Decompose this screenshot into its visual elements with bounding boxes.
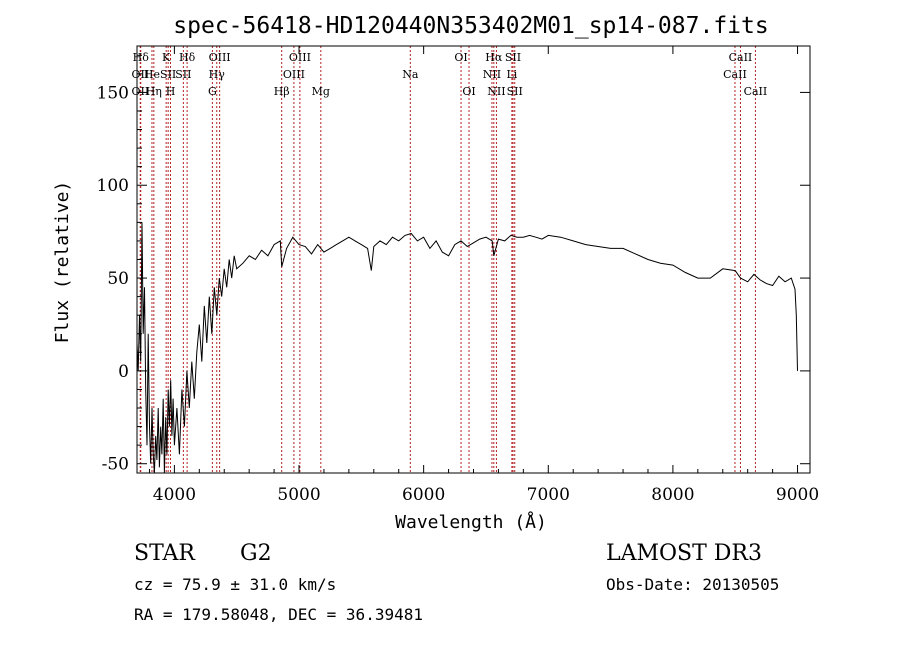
chart-title: spec-56418-HD120440N353402M01_sp14-087.f… [173, 13, 768, 39]
marker-label-0: Hδ [133, 51, 150, 64]
x-tick-label-3: 7000 [527, 485, 570, 505]
marker-label-25: SII [507, 85, 523, 98]
marker-label-6: SII [160, 68, 176, 81]
y-tick-label-0: -50 [102, 455, 129, 475]
marker-label-13: Hβ [274, 85, 290, 98]
marker-label-5: K [162, 51, 171, 64]
x-axis-label: Wavelength (Å) [395, 511, 547, 533]
marker-label-19: OI [462, 85, 475, 98]
y-tick-label-1: 0 [118, 362, 129, 382]
y-axis: -50 0 50 100 150 [97, 54, 810, 475]
coordinates: RA = 179.58048, DEC = 36.39481 [134, 605, 423, 624]
marker-label-28: CaII [744, 85, 768, 98]
marker-label-24: Li [506, 68, 517, 81]
marker-label-9: SII [175, 68, 191, 81]
y-axis-label: Flux (relative) [52, 181, 73, 344]
marker-label-8: Hδ [179, 51, 196, 64]
series-line-flux [136, 222, 798, 474]
marker-label-16: Mg [312, 85, 330, 98]
marker-label-15: OIII [283, 68, 305, 81]
marker-label-3: He [144, 68, 160, 81]
marker-label-27: CaII [723, 68, 747, 81]
x-axis: 4000 5000 6000 7000 8000 9000 [148, 46, 819, 505]
redshift-velocity: cz = 75.9 ± 31.0 km/s [134, 575, 336, 594]
marker-label-17: Na [402, 68, 419, 81]
marker-label-22: NII [487, 85, 505, 98]
x-tick-label-2: 6000 [402, 485, 445, 505]
marker-label-20: Hα [485, 51, 503, 64]
marker-label-21: NII [483, 68, 501, 81]
marker-label-1: OII [132, 68, 150, 81]
y-tick-label-2: 50 [107, 269, 129, 289]
object-class: STAR [134, 541, 196, 566]
observation-date: Obs-Date: 20130505 [606, 575, 779, 594]
marker-label-26: CaII [729, 51, 753, 64]
marker-label-7: H [166, 85, 176, 98]
y-tick-label-3: 100 [97, 176, 129, 196]
x-tick-label-0: 4000 [153, 485, 196, 505]
x-tick-label-1: 5000 [277, 485, 320, 505]
spectral-subclass: G2 [240, 541, 272, 566]
marker-label-23: SII [505, 51, 521, 64]
spectral-line-markers [139, 46, 756, 473]
marker-label-2: OII [132, 85, 150, 98]
plot-frame [136, 45, 811, 474]
x-tick-label-4: 8000 [651, 485, 694, 505]
marker-label-12: G [208, 85, 217, 98]
y-tick-label-4: 150 [97, 83, 129, 103]
marker-label-14: OIII [289, 51, 311, 64]
marker-label-18: OI [454, 51, 467, 64]
marker-label-11: Hγ [209, 68, 226, 81]
marker-label-4: Hη [146, 85, 162, 98]
survey-name: LAMOST DR3 [606, 541, 762, 566]
marker-label-10: OIII [209, 51, 231, 64]
x-tick-label-5: 9000 [776, 485, 819, 505]
